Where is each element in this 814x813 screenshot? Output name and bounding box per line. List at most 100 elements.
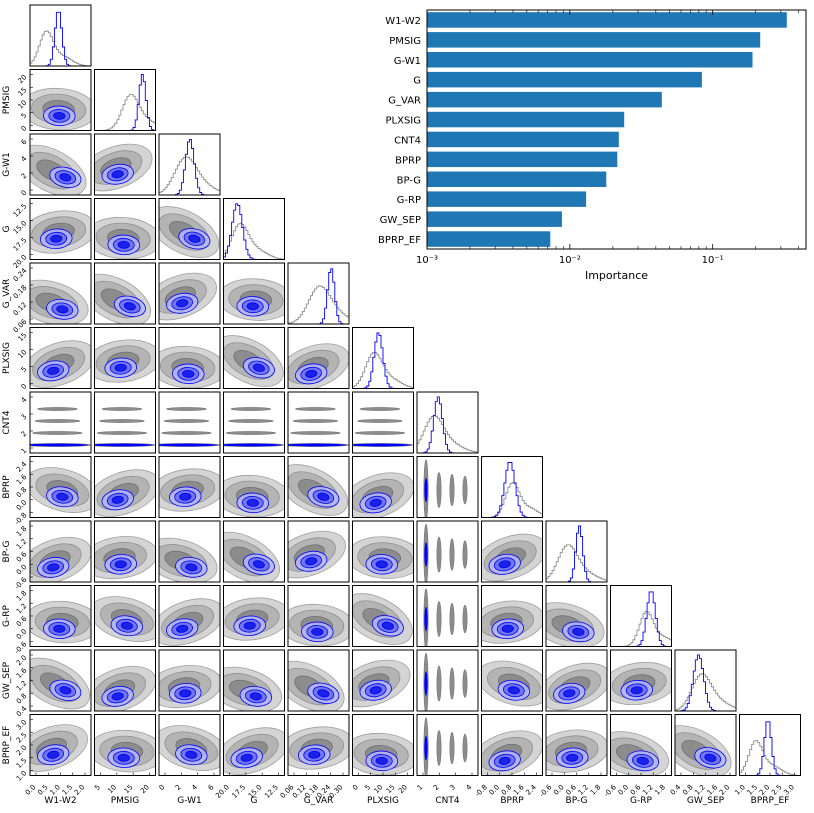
y-tick-label: 1.2: [15, 538, 29, 552]
panel-content: [417, 396, 478, 453]
blue-contour-inner: [369, 686, 382, 695]
panel-content: [546, 729, 607, 773]
x-tick-label: 1.5: [746, 783, 760, 797]
blue-contour-inner: [311, 627, 324, 636]
corner-y-title-bprp: BPRP: [2, 475, 12, 499]
panel-gw_sep-vs-g: [223, 649, 285, 712]
blue-contour-inner: [120, 621, 133, 630]
x-tick-label: 10: [372, 783, 384, 795]
y-tick-label: 4: [20, 395, 29, 404]
y-tick-label: -0.6: [13, 575, 29, 591]
panel-frame: [416, 520, 479, 583]
blue-contour-inner: [305, 369, 318, 378]
importance-bar-chart: W1-W2 PMSIG G-W1 G G_VAR PLXSIG CNT4 BPRP BP-G G-…: [378, 9, 807, 282]
panel-pmsig-vs-pmsig: [94, 69, 156, 131]
y-tick-label: 1.6: [15, 666, 29, 680]
hist-selected: [610, 591, 672, 647]
panel-frame: [158, 262, 221, 325]
blue-count-stripe: [159, 443, 217, 447]
panel-frame: [223, 262, 285, 325]
blue-contour-inner: [630, 686, 643, 695]
bar-tick-label: 10⁻³: [416, 255, 438, 266]
panel-g-vs-pmsig: [94, 198, 156, 260]
bar-bprp_ef: [427, 231, 551, 247]
corner-y-title-bprp_ef: BPRP_EF: [2, 726, 12, 765]
gray-count-stripe: [436, 665, 442, 702]
panel-g_var-vs-w1-w2: [29, 262, 92, 325]
panel-frame: [416, 585, 479, 647]
panel-bp-g-vs-g_var: [287, 520, 350, 583]
x-tick-label: 0.0: [24, 783, 38, 797]
gray-count-stripe: [101, 407, 143, 411]
panel-frame: [287, 327, 350, 389]
y-tick-label: 1.2: [15, 602, 29, 616]
panel-bp-g-vs-plxsig: [352, 520, 414, 583]
gray-count-stripe: [32, 431, 83, 435]
panel-frame: [223, 649, 285, 712]
blue-contour-inner: [381, 621, 394, 630]
x-tick-label: 0.0: [617, 783, 631, 797]
hist-background: [417, 415, 478, 453]
panel-g_var-vs-pmsig: [94, 262, 156, 325]
y-tick-label: 0.4: [15, 704, 29, 718]
panel-frame: [29, 391, 92, 454]
panel-frame: [158, 198, 221, 260]
blue-contour-inner: [59, 686, 72, 695]
bar-g-rp: [427, 191, 587, 207]
panel-frame: [158, 585, 221, 647]
panel-frame: [352, 327, 414, 389]
panel-frame: [223, 327, 285, 389]
bar-plxsig: [427, 111, 625, 128]
bar-g: [427, 71, 702, 88]
x-tick-label: 2.0: [758, 783, 772, 797]
gray-count-stripe: [462, 669, 468, 698]
panel-content: [481, 533, 543, 582]
panel-g-vs-g-w1: [158, 198, 221, 260]
panel-content: [423, 523, 468, 582]
hist-background: [223, 222, 285, 260]
y-tick-label: 2: [20, 172, 29, 181]
x-tick-label: 2.0: [718, 783, 732, 797]
panel-frame: [223, 585, 285, 647]
panel-frame: [158, 133, 221, 196]
gray-count-stripe: [449, 731, 455, 765]
x-tick-label: 0.6: [564, 783, 578, 797]
panel-g-rp-vs-bp-g: [545, 585, 608, 647]
panel-content: [159, 537, 218, 582]
y-tick-label: 20.0: [12, 253, 29, 270]
panel-content: [288, 726, 349, 770]
bar-g-w1: [427, 52, 753, 68]
x-tick-label: 10: [106, 783, 118, 795]
gray-count-stripe: [228, 419, 274, 423]
panel-pmsig-vs-w1-w2: [29, 69, 92, 131]
panel-g-w1-vs-pmsig: [94, 133, 156, 196]
gray-count-stripe: [166, 407, 207, 411]
panel-content: [352, 659, 411, 708]
panel-frame: [416, 456, 479, 518]
x-tick-label: 1.0: [48, 783, 62, 797]
blue-contour-inner: [47, 750, 60, 759]
panel-bprp_ef-vs-plxsig: [352, 714, 414, 776]
x-tick-label: 1.6: [706, 783, 720, 797]
panel-w1-w2-vs-w1-w2: [29, 4, 92, 67]
panel-frame: [223, 520, 285, 583]
blue-contour-inner: [123, 302, 136, 311]
panel-content: [30, 724, 88, 772]
hist-selected: [223, 203, 285, 260]
panel-g-vs-g: [223, 198, 285, 260]
y-tick-label: 4: [20, 154, 29, 163]
x-tick-label: 2.0: [73, 783, 87, 797]
panel-bprp_ef-vs-g-w1: [158, 714, 221, 776]
panel-bp-g-vs-w1-w2: [29, 520, 92, 583]
panel-frame: [94, 327, 156, 389]
x-tick-label: 2: [432, 783, 441, 792]
blue-contour-inner: [375, 560, 388, 569]
panel-content: [30, 340, 91, 388]
panel-content: [481, 462, 543, 518]
x-tick-label: 0.6: [629, 783, 643, 797]
bar-axes-frame: [426, 9, 807, 250]
panel-content: [423, 459, 468, 518]
hist-background: [30, 30, 91, 66]
blue-contour-inner: [114, 560, 127, 569]
blue-contour-inner: [117, 240, 130, 249]
